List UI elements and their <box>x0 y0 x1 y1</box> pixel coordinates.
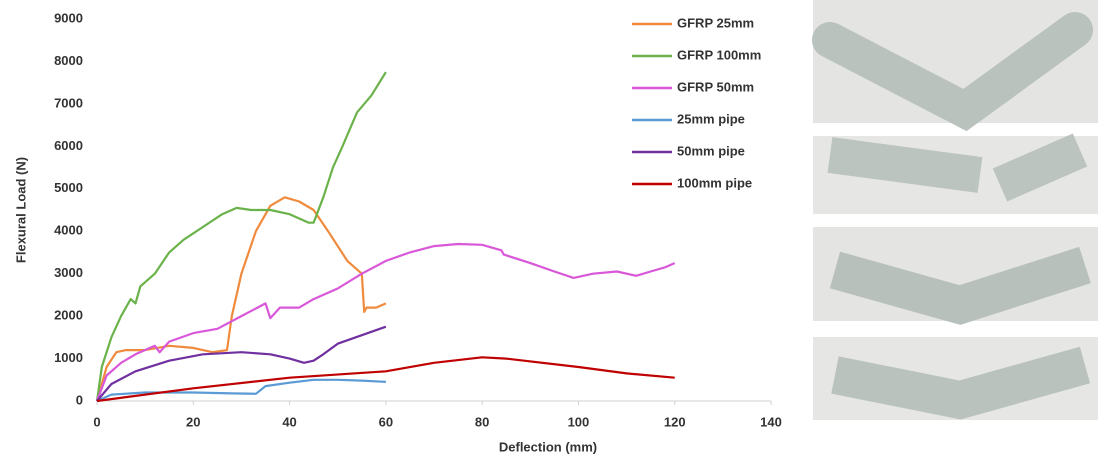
series-line <box>96 325 387 402</box>
y-axis-label: Flexural Load (N) <box>13 157 28 263</box>
legend-label: GFRP 50mm <box>677 79 754 94</box>
legend-label: 50mm pipe <box>677 143 745 158</box>
y-tick-label: 2000 <box>54 308 83 323</box>
x-tick-label: 140 <box>760 414 782 429</box>
photos <box>812 0 1098 420</box>
x-tick-label: 0 <box>93 414 100 429</box>
series-line <box>95 196 387 402</box>
y-tick-label: 5000 <box>54 180 83 195</box>
x-tick-label: 40 <box>282 414 296 429</box>
pipe <box>831 346 1091 420</box>
series-line <box>96 356 675 403</box>
y-tick-label: 3000 <box>54 265 83 280</box>
pipe <box>827 133 1088 202</box>
y-tick-label: 9000 <box>54 10 83 25</box>
x-tick-label: 80 <box>475 414 489 429</box>
y-tick-label: 1000 <box>54 350 83 365</box>
x-tick-label: 100 <box>568 414 590 429</box>
legend-label: GFRP 25mm <box>677 15 754 30</box>
series-line <box>95 71 387 402</box>
y-tick-label: 0 <box>76 392 83 407</box>
legend-label: 25mm pipe <box>677 111 745 126</box>
x-tick-label: 20 <box>186 414 200 429</box>
pipe <box>812 12 1093 132</box>
x-tick-label: 120 <box>664 414 686 429</box>
legend-label: GFRP 100mm <box>677 47 761 62</box>
y-tick-label: 6000 <box>54 138 83 153</box>
series-line <box>95 242 676 402</box>
y-tick-label: 8000 <box>54 53 83 68</box>
pipe <box>829 246 1091 325</box>
y-tick-label: 7000 <box>54 95 83 110</box>
series-line <box>96 378 386 403</box>
y-tick-label: 4000 <box>54 223 83 238</box>
legend-label: 100mm pipe <box>677 175 752 190</box>
x-tick-label: 60 <box>379 414 393 429</box>
x-axis-label: Deflection (mm) <box>499 439 597 454</box>
